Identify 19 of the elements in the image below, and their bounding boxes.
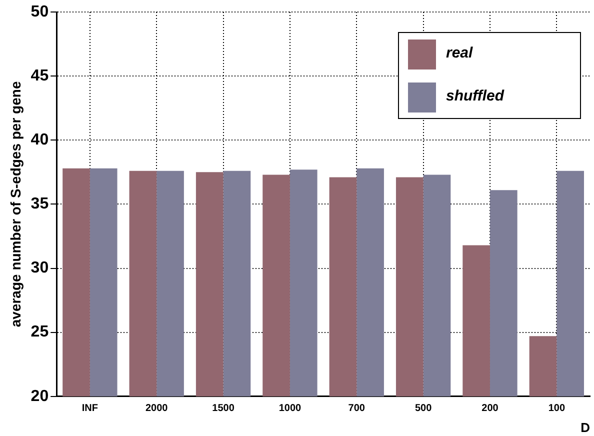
y-tick-label: 20 bbox=[30, 388, 49, 405]
x-tick-label: 2000 bbox=[145, 403, 168, 414]
x-tick-label: 100 bbox=[548, 403, 566, 414]
x-axis-title: D bbox=[580, 420, 590, 435]
y-axis-title: average number of S-edges per gene bbox=[7, 81, 24, 328]
x-tick-label: 700 bbox=[348, 403, 366, 414]
y-tick-label: 45 bbox=[30, 67, 49, 84]
legend-label: real bbox=[446, 44, 474, 62]
y-tick-label: 50 bbox=[30, 3, 49, 20]
x-tick-label: 500 bbox=[414, 403, 432, 414]
y-tick-label: 35 bbox=[30, 196, 49, 213]
x-tick-label: 1000 bbox=[278, 403, 302, 414]
x-tick-label: INF bbox=[82, 403, 98, 414]
y-tick-label: 30 bbox=[30, 260, 49, 277]
x-tick-label: 200 bbox=[482, 403, 499, 414]
y-tick-label: 25 bbox=[30, 324, 49, 341]
x-tick-label: 1500 bbox=[212, 403, 235, 414]
y-tick-label: 40 bbox=[30, 132, 49, 149]
legend-label: shuffled bbox=[446, 88, 505, 105]
